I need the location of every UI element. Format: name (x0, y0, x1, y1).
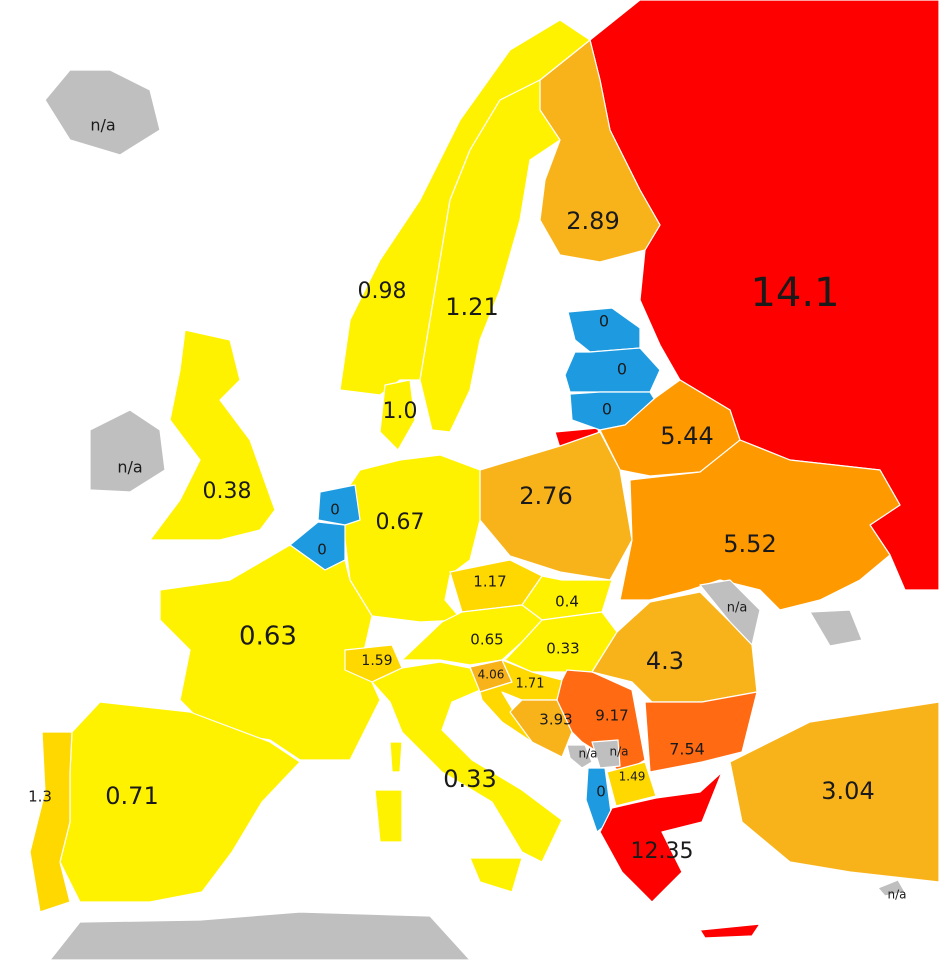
value-label-uk: 0.38 (203, 479, 252, 504)
region-bulgaria (644, 691, 758, 773)
value-label-russia: 14.1 (750, 270, 839, 316)
value-label-montenegro: n/a (578, 747, 597, 761)
value-label-switzerland: 1.59 (361, 653, 392, 669)
region-sardinia (374, 789, 403, 843)
value-label-lithuania: 0 (602, 400, 612, 419)
region-macedonia (606, 761, 657, 807)
value-label-poland: 2.76 (519, 482, 572, 510)
region-crimea (809, 609, 863, 647)
region-ukraine (619, 439, 901, 611)
value-label-finland: 2.89 (566, 207, 619, 235)
value-label-iceland: n/a (90, 116, 115, 135)
value-label-turkey: 3.04 (821, 777, 874, 805)
value-label-hungary: 0.33 (546, 640, 579, 658)
value-label-bosnia: 3.93 (539, 711, 572, 729)
value-label-moldova: n/a (727, 601, 748, 616)
value-label-czechia: 1.17 (473, 573, 506, 591)
value-label-denmark: 1.0 (383, 399, 418, 424)
region-uk (149, 329, 276, 541)
value-label-bulgaria: 7.54 (669, 740, 705, 759)
value-label-croatia: 1.71 (516, 677, 545, 692)
value-label-slovenia: 4.06 (478, 668, 505, 682)
region-germany (339, 454, 481, 623)
region-moldova (699, 579, 761, 646)
value-label-france: 0.63 (239, 622, 297, 652)
value-label-macedonia: 1.49 (619, 770, 646, 784)
region-finland (539, 39, 661, 263)
value-label-serbia: 9.17 (595, 707, 628, 725)
region-netherlands (317, 484, 361, 526)
region-sweden (419, 79, 561, 433)
region-north-africa (49, 911, 471, 960)
value-label-latvia: 0 (617, 360, 627, 379)
region-italy (371, 661, 563, 863)
value-label-norway: 0.98 (358, 279, 407, 304)
region-cyprus (877, 879, 906, 897)
value-label-belgium: 0 (317, 541, 327, 559)
value-label-ukraine: 5.52 (723, 530, 776, 558)
region-montenegro (566, 744, 593, 769)
region-iceland (44, 69, 161, 156)
value-label-estonia: 0 (599, 312, 609, 331)
value-label-belarus: 5.44 (660, 422, 713, 450)
region-france (159, 544, 381, 761)
value-label-cyprus: n/a (887, 888, 906, 902)
region-kosovo (591, 739, 621, 769)
value-label-greece: 12.35 (631, 839, 694, 864)
region-crete (699, 923, 761, 939)
region-portugal (29, 731, 73, 913)
value-label-portugal: 1.3 (28, 788, 52, 806)
value-label-slovakia: 0.4 (555, 593, 579, 611)
region-austria (401, 604, 543, 666)
region-sicily (469, 857, 523, 893)
value-label-kosovo: n/a (609, 745, 628, 759)
value-label-austria: 0.65 (470, 631, 503, 649)
region-ireland (89, 409, 166, 493)
value-label-netherlands: 0 (330, 501, 340, 519)
value-label-spain: 0.71 (105, 782, 158, 810)
region-corsica (389, 741, 403, 773)
value-label-sweden: 1.21 (445, 293, 498, 321)
region-greece (599, 771, 723, 903)
value-label-germany: 0.67 (376, 510, 425, 535)
value-label-italy: 0.33 (443, 765, 496, 793)
region-turkey (729, 701, 939, 883)
value-label-romania: 4.3 (646, 647, 684, 675)
value-label-ireland: n/a (117, 458, 142, 477)
value-label-albania: 0 (596, 783, 606, 801)
region-denmark (379, 379, 416, 451)
region-latvia (564, 347, 661, 393)
region-poland (479, 431, 633, 581)
